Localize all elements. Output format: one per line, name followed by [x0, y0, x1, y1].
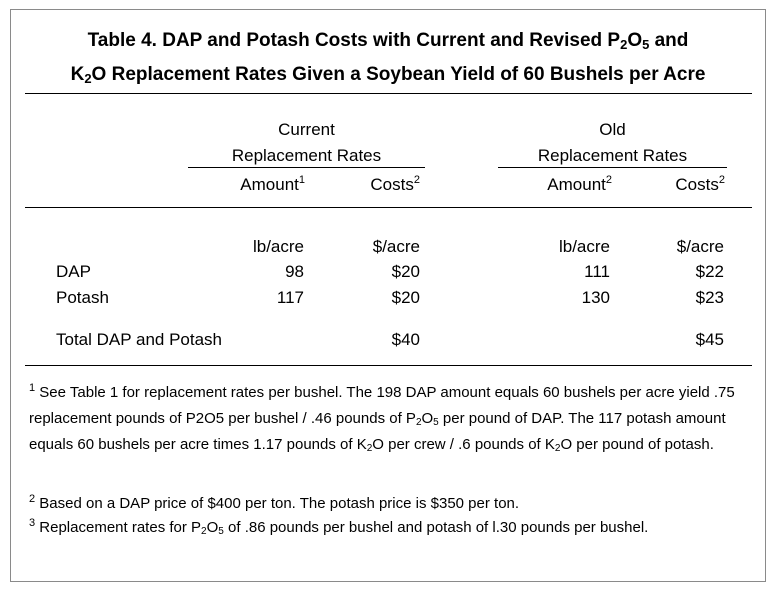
- potash-old-costs: $23: [695, 288, 724, 307]
- dap-current-costs: $20: [391, 262, 420, 281]
- old-group-header-line-2: Replacement Rates: [537, 146, 688, 165]
- old-costs-unit: $/acre: [676, 237, 724, 256]
- current-group-rule: [188, 167, 425, 168]
- total-old-costs: $45: [695, 330, 724, 349]
- table-frame: [10, 9, 766, 582]
- potash-old-amount: 130: [581, 288, 610, 307]
- footnote-3: 3 Replacement rates for P2O5 of .86 poun…: [29, 517, 649, 537]
- row-label-dap: DAP: [56, 262, 91, 281]
- header-rule: [25, 207, 752, 208]
- total-current-costs: $40: [391, 330, 420, 349]
- table-title-line-2: K2O Replacement Rates Given a Soybean Yi…: [70, 64, 706, 86]
- row-label-total: Total DAP and Potash: [56, 330, 223, 349]
- old-group-header-line-1: Old: [599, 120, 626, 139]
- table-bottom-rule: [25, 365, 752, 366]
- dap-old-costs: $22: [695, 262, 724, 281]
- old-amount-unit: lb/acre: [558, 237, 610, 256]
- footnote-2: 2 Based on a DAP price of $400 per ton. …: [29, 493, 520, 513]
- dap-old-amount: 111: [584, 262, 610, 281]
- potash-current-costs: $20: [391, 288, 420, 307]
- current-costs-unit: $/acre: [372, 237, 420, 256]
- old-group-rule: [498, 167, 727, 168]
- old-amount-column-header: Amount2: [547, 174, 612, 195]
- title-rule: [25, 93, 752, 94]
- footnote-1: 1 See Table 1 for replacement rates per …: [29, 382, 735, 454]
- current-group-header-line-2: Replacement Rates: [231, 146, 382, 165]
- potash-current-amount: 117: [276, 288, 304, 307]
- current-amount-unit: lb/acre: [252, 237, 304, 256]
- table-title-line-1: Table 4. DAP and Potash Costs with Curre…: [87, 30, 689, 52]
- current-group-header-line-1: Current: [278, 120, 335, 139]
- row-label-potash: Potash: [56, 288, 109, 307]
- old-costs-column-header: Costs2: [675, 174, 725, 195]
- current-costs-column-header: Costs2: [370, 174, 420, 195]
- current-amount-column-header: Amount1: [240, 174, 305, 195]
- dap-current-amount: 98: [285, 262, 304, 281]
